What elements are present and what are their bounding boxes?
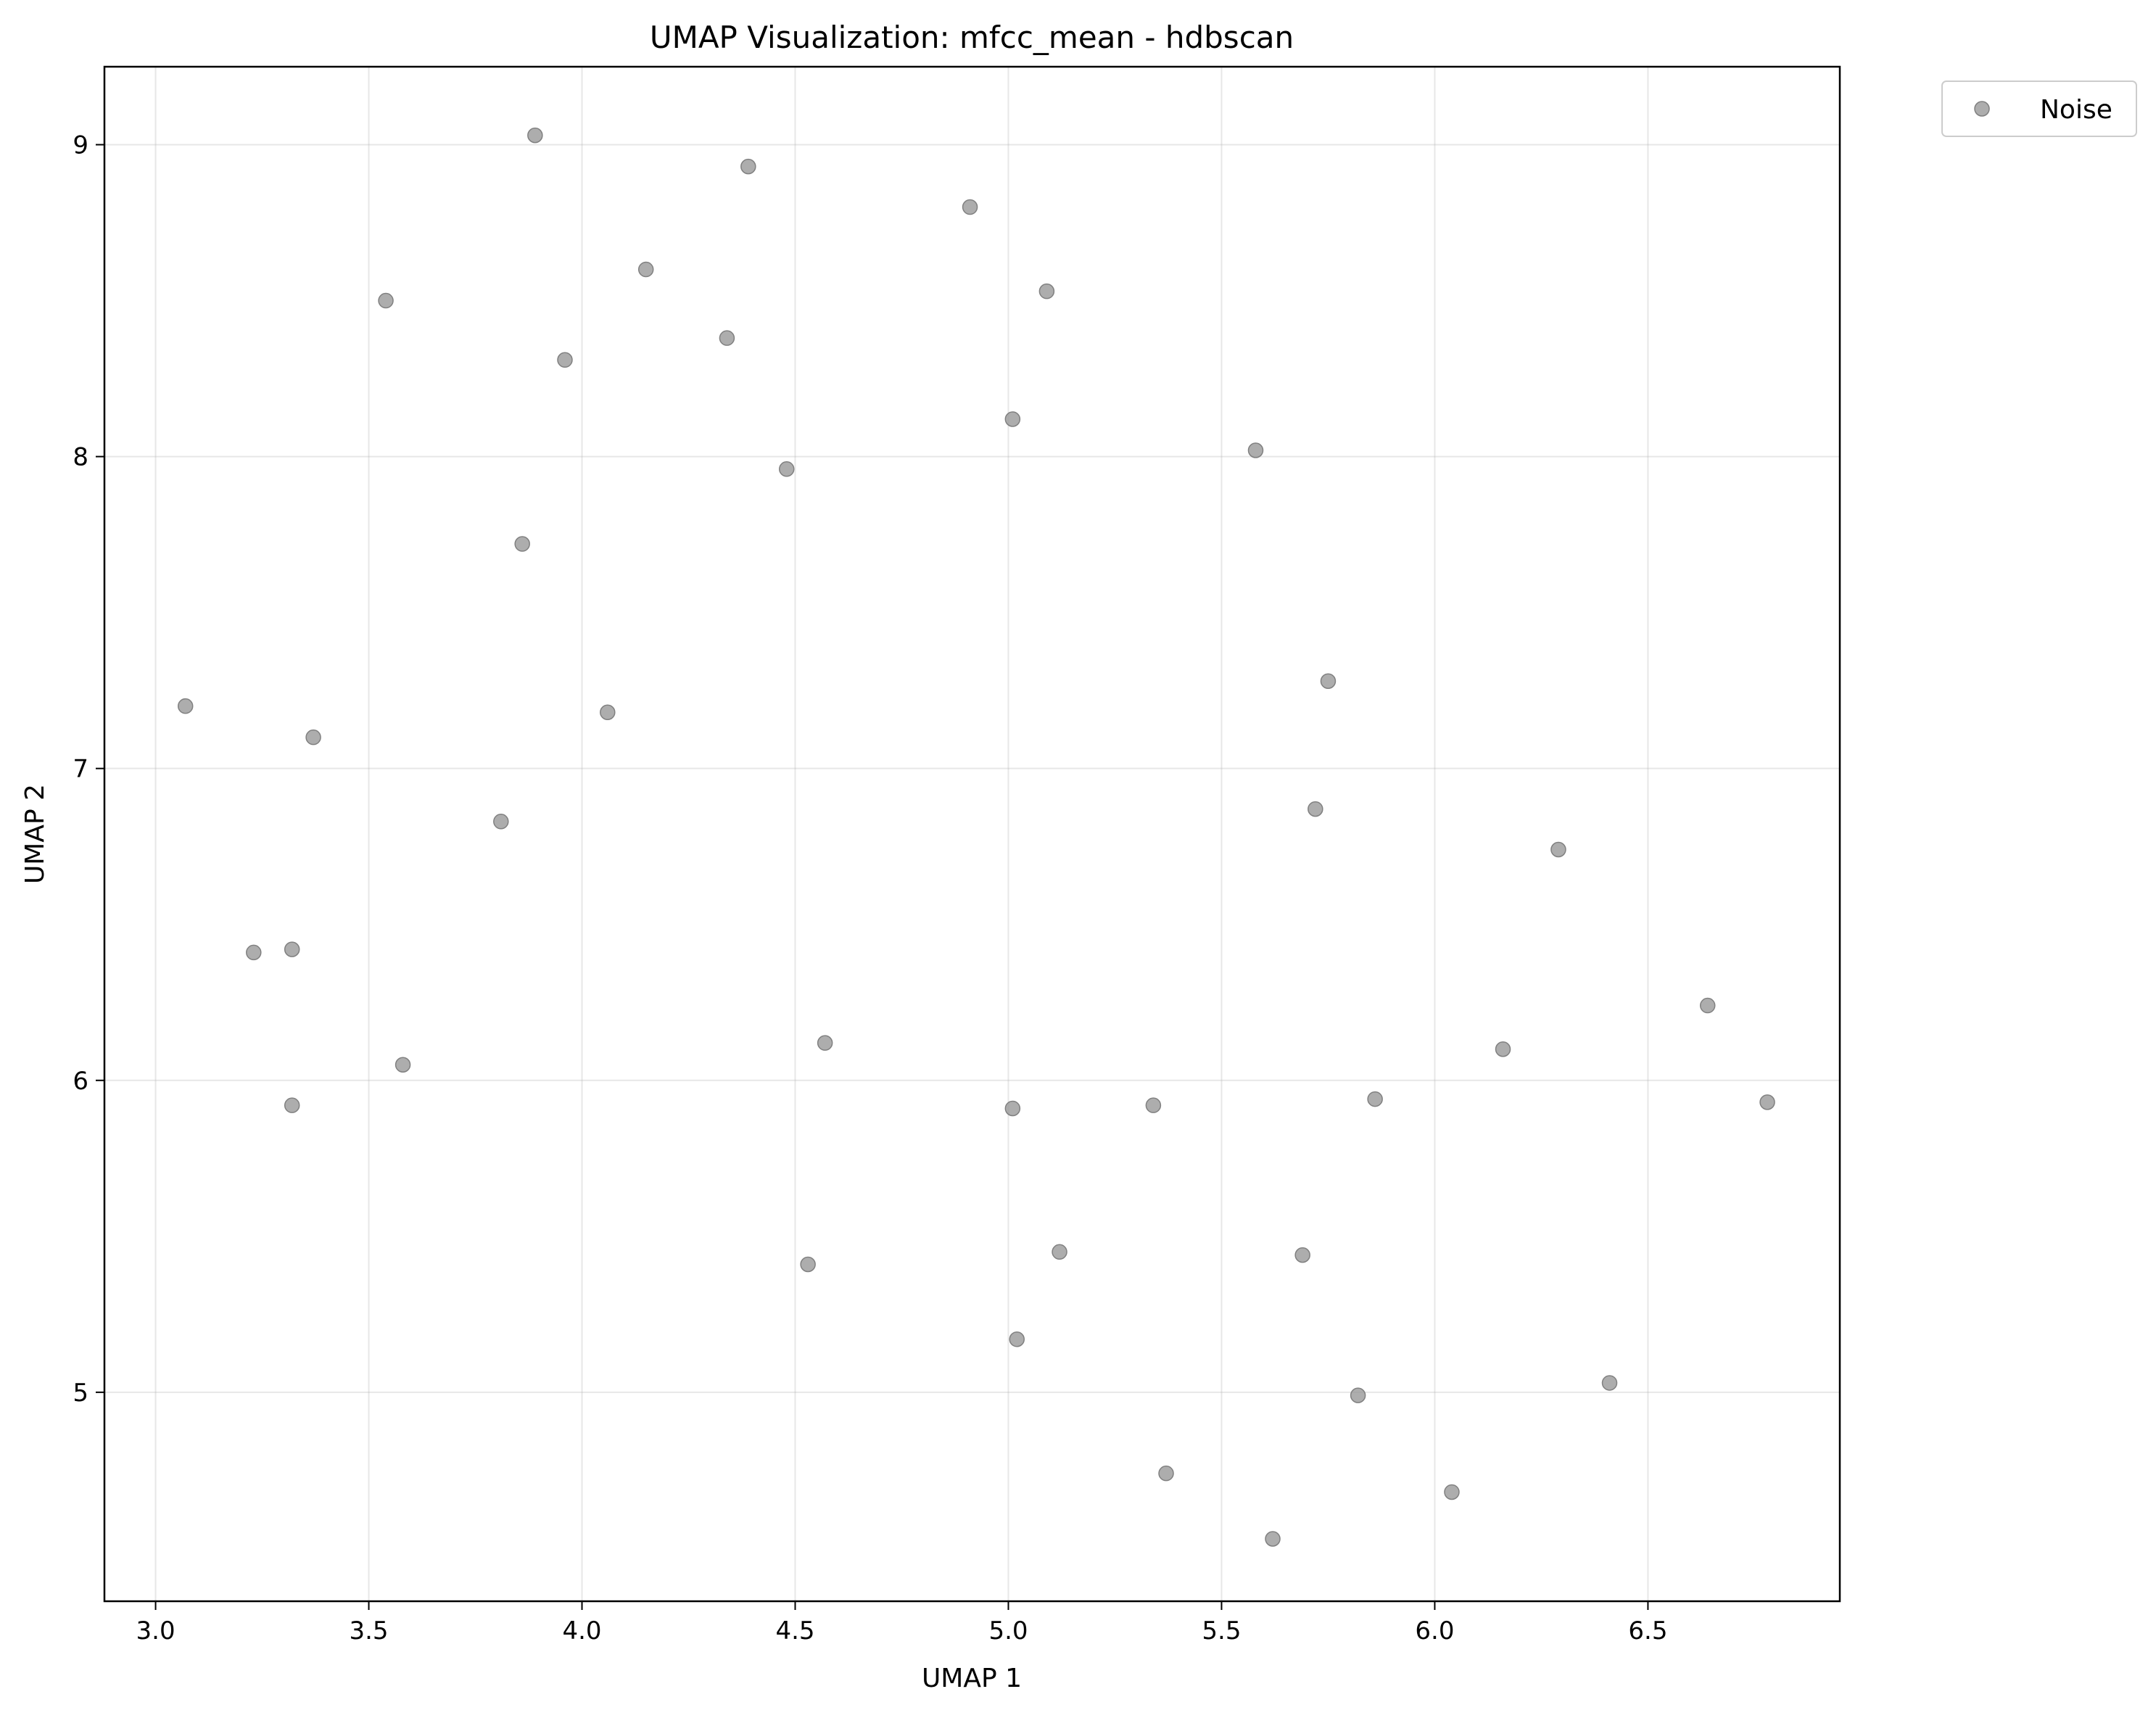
x-tick-label: 3.5	[349, 1616, 388, 1645]
data-point	[284, 1097, 300, 1113]
data-point	[493, 814, 509, 830]
data-point	[1367, 1091, 1383, 1107]
data-point	[1294, 1247, 1310, 1263]
x-tick-label: 3.0	[136, 1616, 175, 1645]
data-point	[1004, 411, 1021, 427]
data-point	[1320, 673, 1337, 690]
data-point	[637, 261, 654, 278]
data-point	[740, 158, 756, 175]
chart-title: UMAP Visualization: mfcc_mean - hdbscan	[650, 20, 1294, 55]
x-tick-label: 5.0	[988, 1616, 1028, 1645]
x-axis-label: UMAP 1	[922, 1664, 1022, 1693]
x-tick-label: 6.5	[1628, 1616, 1667, 1645]
data-point	[1759, 1094, 1775, 1110]
legend: Noise	[1941, 80, 2137, 137]
legend-marker-noise	[1974, 101, 1990, 117]
data-point	[246, 944, 262, 961]
legend-box	[1941, 80, 2137, 137]
data-point	[600, 704, 616, 721]
y-tick-label: 8	[73, 443, 88, 472]
grid-lines	[104, 67, 1840, 1601]
y-tick-label: 5	[73, 1379, 88, 1408]
plot-frame	[103, 65, 1841, 1603]
data-point	[1158, 1465, 1174, 1482]
data-point	[1495, 1041, 1511, 1057]
y-tick-label: 7	[73, 755, 88, 784]
data-point	[514, 536, 530, 552]
legend-label-noise: Noise	[2040, 95, 2112, 125]
y-axis-label: UMAP 2	[20, 784, 50, 884]
data-point	[557, 352, 573, 368]
data-point	[1308, 801, 1323, 817]
data-point	[284, 941, 300, 957]
data-point	[719, 330, 735, 346]
data-point	[1699, 997, 1716, 1014]
x-tick-label: 6.0	[1415, 1616, 1454, 1645]
data-point	[378, 292, 394, 309]
x-tick-label: 4.5	[775, 1616, 814, 1645]
data-point	[1038, 283, 1055, 300]
data-point	[817, 1035, 833, 1051]
data-points	[177, 127, 1775, 1547]
axis-ticks: 3.0 3.5 4.0 4.5 5.0 5.5 6.0 6.5 5 6 7 8 9	[73, 131, 1667, 1645]
data-point	[1247, 442, 1264, 458]
data-point	[1350, 1387, 1366, 1403]
data-point	[1009, 1331, 1025, 1347]
y-tick-label: 6	[73, 1067, 88, 1096]
data-point	[1550, 841, 1566, 858]
data-point	[1052, 1244, 1067, 1260]
data-point	[800, 1256, 816, 1273]
data-point	[1145, 1097, 1162, 1113]
data-point	[395, 1057, 411, 1073]
data-point	[1265, 1531, 1281, 1547]
data-point	[1601, 1375, 1618, 1391]
data-point	[305, 729, 321, 746]
data-point	[1444, 1484, 1460, 1500]
x-tick-label: 4.0	[562, 1616, 601, 1645]
data-point	[527, 127, 543, 144]
data-point	[962, 199, 978, 215]
data-point	[778, 461, 795, 477]
data-point	[1004, 1100, 1021, 1117]
y-tick-label: 9	[73, 131, 88, 160]
x-tick-label: 5.5	[1202, 1616, 1241, 1645]
data-point	[177, 698, 194, 714]
